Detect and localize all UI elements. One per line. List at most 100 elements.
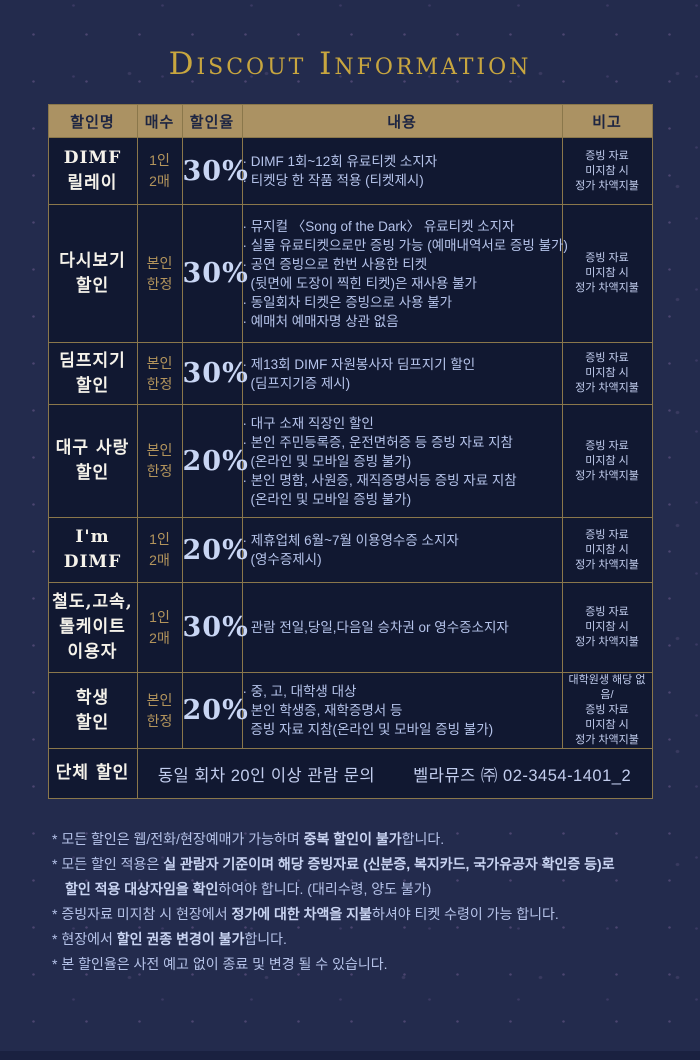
table-row: 철도,고속, 톨케이트 이용자 1인 2매 30% · 관람 전일,당일,다음일 승차권 o… xyxy=(47,582,653,673)
remark-line: 정가 차액지불 xyxy=(575,382,639,394)
content-line: · 본인 주민등록증, 운전면허증 등 증빙 자료 지참 xyxy=(242,434,513,450)
content-line: (온라인 및 모바일 증빙 불가) xyxy=(250,491,412,507)
asterisk: * xyxy=(52,956,62,972)
footnote-text: 증빙자료 미지참 시 현장에서 xyxy=(61,906,232,922)
quantity-cell: 본인 한정 xyxy=(136,204,183,343)
discount-name-line: I'm xyxy=(75,527,110,547)
quantity-line: 본인 xyxy=(146,691,173,708)
remark-line: 정가 차액지불 xyxy=(575,734,639,746)
content-line: · 공연 증빙으로 한번 사용한 티켓 xyxy=(242,256,428,272)
column-header-3: 내용 xyxy=(241,104,563,138)
table-row: DIMF 릴레이 1인 2매 30% · DIMF 1회~12회 유료티켓 소지자 · 티켓… xyxy=(47,137,653,205)
content-line: · 대구 소재 직장인 할인 xyxy=(242,415,374,431)
discount-name-line: 철도,고속, xyxy=(52,592,133,612)
footnote-bold-text: 정가에 대한 차액을 지불 xyxy=(231,906,372,922)
table-row: 대구 사랑 할인 본인 한정 20% · 대구 소재 직장인 할인 · 본인 주민등록증, … xyxy=(47,404,653,518)
remark-cell: 증빙 자료 미지참 시 정가 차액지불 xyxy=(561,582,653,673)
asterisk: * xyxy=(52,856,62,872)
quantity-cell: 1인 2매 xyxy=(136,517,183,583)
quantity-line: 1인 xyxy=(149,152,170,168)
discount-name-line: 할인 xyxy=(75,463,110,483)
group-inquiry-text: 동일 회차 20인 이상 관람 문의 xyxy=(157,766,376,785)
discount-table: 할인명 매수 할인율 내용 비고 DIMF 릴레이 1인 2매 30% · DIMF 1회~12회… xyxy=(47,104,653,799)
remark-cell: 증빙 자료 미지참 시 정가 차액지불 xyxy=(561,404,653,518)
footnote-text: 하셔야 티켓 수령이 가능 합니다. xyxy=(371,906,559,922)
footnote-line: 할인 적용 대상자임을 확인하여야 합니다. (대리수령, 양도 불가) xyxy=(52,877,648,902)
asterisk: * xyxy=(52,906,62,922)
footnote-line: * 모든 할인은 웹/전화/현장예매가 가능하며 중복 할인이 불가합니다. xyxy=(52,827,648,852)
content-cell: · 제휴업체 6월~7월 이용영수증 소지자 (영수증제시) xyxy=(241,517,563,583)
quantity-line: 본인 xyxy=(146,442,173,458)
remark-line: 증빙 자료 xyxy=(585,352,629,364)
quantity-line: 한정 xyxy=(146,375,173,392)
quantity-line: 1인 xyxy=(149,531,170,547)
quantity-line: 본인 xyxy=(146,354,173,371)
footnote-text: 현장에서 xyxy=(61,931,117,947)
discount-name-line: 할인 xyxy=(75,712,110,733)
content-line: · 제13회 DIMF 자원봉사자 딤프지기 할인 xyxy=(242,356,476,372)
content-line: (뒷면에 도장이 찍힌 티켓)은 재사용 불가 xyxy=(250,275,477,291)
discount-name-line: 릴레이 xyxy=(67,173,118,193)
discount-name-cell: DIMF 릴레이 xyxy=(47,137,138,205)
remark-cell: 증빙 자료 미지참 시 정가 차액지불 xyxy=(561,517,653,583)
footnote-line: * 증빙자료 미지참 시 현장에서 정가에 대한 차액을 지불하셔야 티켓 수령… xyxy=(52,902,648,927)
group-inquiry-cell: 동일 회차 20인 이상 관람 문의 벨라뮤즈 ㈜ 02-3454-1401_2 xyxy=(136,748,653,799)
content-line: · 티켓당 한 작품 적용 (티켓제시) xyxy=(242,173,424,188)
content-line: · 제휴업체 6월~7월 이용영수증 소지자 xyxy=(242,533,459,548)
discount-name-line: 대구 사랑 xyxy=(55,438,130,458)
discount-rate-cell: 30% xyxy=(181,582,248,673)
quantity-cell: 본인 한정 xyxy=(136,672,183,749)
content-cell: · 뮤지컬 〈Song of the Dark〉 유료티켓 소지자 · 실물 유료… xyxy=(241,204,568,343)
discount-name-cell: 다시보기 할인 xyxy=(47,204,138,343)
asterisk: * xyxy=(52,831,62,847)
footnote-line: * 모든 할인 적용은 실 관람자 기준이며 해당 증빙자료 (신분증, 복지카… xyxy=(52,852,648,877)
quantity-line: 한정 xyxy=(146,463,173,479)
discount-rate-cell: 20% xyxy=(181,672,248,749)
remark-line: 정가 차액지불 xyxy=(575,282,639,294)
discount-rate-cell: 30% xyxy=(181,342,248,405)
content-line: · 관람 전일,당일,다음일 승차권 or 영수증소지자 xyxy=(242,620,509,635)
content-line: · DIMF 1회~12회 유료티켓 소지자 xyxy=(242,154,438,169)
header-row: 할인명 매수 할인율 내용 비고 xyxy=(47,104,653,138)
remark-line: 미지참 시 xyxy=(585,267,629,279)
remark-line: 미지참 시 xyxy=(585,543,629,556)
remark-line: 증빙 자료 xyxy=(585,252,629,264)
column-header-2: 할인율 xyxy=(181,104,243,138)
content-line: (딤프지기증 제시) xyxy=(250,375,351,391)
group-contact-text: 벨라뮤즈 ㈜ 02-3454-1401_2 xyxy=(413,766,632,785)
content-cell: · 중, 고, 대학생 대상 · 본인 학생증, 재학증명서 등 증빙 자료 지참(… xyxy=(241,672,563,749)
remark-line: 정가 차액지불 xyxy=(575,179,639,192)
remark-line: 증빙 자료 xyxy=(585,439,629,452)
page-title: Discout Information xyxy=(168,46,532,82)
content-cell: · 관람 전일,당일,다음일 승차권 or 영수증소지자 xyxy=(241,582,563,673)
content-line: 증빙 자료 지참(온라인 및 모바일 증빙 불가) xyxy=(250,722,494,737)
remark-line: 증빙 자료 xyxy=(585,528,629,541)
content-line: · 중, 고, 대학생 대상 xyxy=(242,684,357,699)
remark-cell: 증빙 자료 미지참 시 정가 차액지불 xyxy=(561,342,653,405)
bottom-strip xyxy=(0,1051,700,1060)
footnote-bold-text: 실 관람자 기준이며 해당 증빙자료 (신분증, 복지카드, 국가유공자 확인증… xyxy=(163,856,615,872)
content-line: · 뮤지컬 〈Song of the Dark〉 유료티켓 소지자 xyxy=(242,218,515,234)
footnote-text: 모든 할인은 웹/전화/현장예매가 가능하며 xyxy=(61,831,304,847)
content-line: · 본인 명함, 사원증, 재직증명서등 증빙 자료 지참 xyxy=(242,472,517,488)
discount-name-line: 학생 xyxy=(75,687,110,708)
remark-line: 증빙 자료 xyxy=(585,704,629,716)
discount-rate-cell: 30% xyxy=(181,204,248,343)
table-row: I'm DIMF 1인 2매 20% · 제휴업체 6월~7월 이용영수증 소지자 (영수증… xyxy=(47,517,653,583)
footnote-bold-text: 할인 적용 대상자임을 확인 xyxy=(65,881,219,897)
footnote-line: * 현장에서 할인 권종 변경이 불가합니다. xyxy=(52,927,648,952)
discount-name-line: 톨케이트 xyxy=(59,617,126,637)
quantity-line: 2매 xyxy=(149,552,170,568)
content-cell: · 대구 소재 직장인 할인 · 본인 주민등록증, 운전면허증 등 증빙 자료 … xyxy=(241,404,563,518)
content-cell: · DIMF 1회~12회 유료티켓 소지자 · 티켓당 한 작품 적용 (티켓제… xyxy=(241,137,563,205)
footnote-bold-text: 중복 할인이 불가 xyxy=(303,831,402,847)
footnote-text: 하여야 합니다. (대리수령, 양도 불가) xyxy=(218,881,432,897)
remark-line: 미지참 시 xyxy=(585,719,629,731)
asterisk: * xyxy=(52,931,62,947)
footnote-line: * 본 할인율은 사전 예고 없이 종료 및 변경 될 수 있습니다. xyxy=(52,952,648,977)
discount-name-cell: I'm DIMF xyxy=(47,517,138,583)
